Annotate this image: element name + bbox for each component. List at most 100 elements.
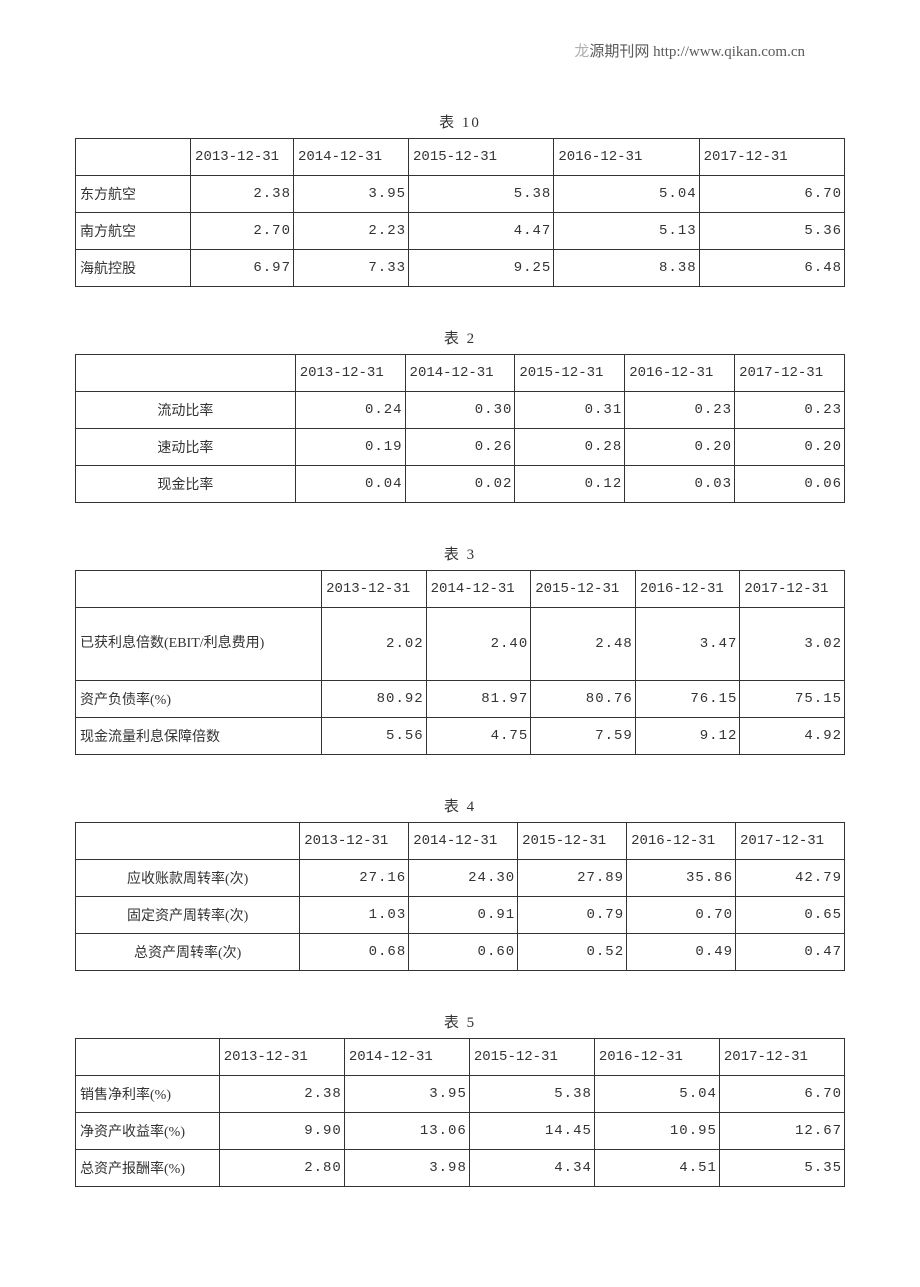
cell-value: 0.91 [409, 897, 518, 934]
cell-value: 5.35 [719, 1150, 844, 1187]
cell-value: 6.97 [191, 250, 294, 287]
row-label: 海航控股 [76, 250, 191, 287]
cell-value: 0.30 [405, 392, 515, 429]
column-header: 2017-12-31 [699, 139, 844, 176]
cell-value: 80.92 [322, 681, 427, 718]
data-table: 2013-12-312014-12-312015-12-312016-12-31… [75, 822, 845, 971]
column-header: 2014-12-31 [426, 571, 531, 608]
cell-value: 3.95 [344, 1076, 469, 1113]
cell-value: 4.47 [409, 213, 554, 250]
row-label: 总资产报酬率(%) [76, 1150, 220, 1187]
data-table: 2013-12-312014-12-312015-12-312016-12-31… [75, 570, 845, 755]
cell-value: 5.04 [594, 1076, 719, 1113]
cell-value: 9.12 [635, 718, 740, 755]
row-label: 现金流量利息保障倍数 [76, 718, 322, 755]
column-header: 2016-12-31 [554, 139, 699, 176]
cell-value: 5.38 [409, 176, 554, 213]
table-title: 表 5 [75, 1011, 845, 1032]
header-rest: 源期刊网 http://www.qikan.com.cn [589, 44, 805, 60]
column-header [76, 1039, 220, 1076]
cell-value: 12.67 [719, 1113, 844, 1150]
table-row: 流动比率0.240.300.310.230.23 [76, 392, 845, 429]
column-header: 2017-12-31 [735, 355, 845, 392]
table-block-3: 表 4 2013-12-312014-12-312015-12-312016-12… [75, 795, 845, 971]
cell-value: 0.52 [518, 934, 627, 971]
row-label: 已获利息倍数(EBIT/利息费用) [76, 608, 322, 681]
cell-value: 0.68 [300, 934, 409, 971]
cell-value: 6.70 [699, 176, 844, 213]
table-row: 销售净利率(%)2.383.955.385.046.70 [76, 1076, 845, 1113]
table-row: 资产负债率(%)80.9281.9780.7676.1575.15 [76, 681, 845, 718]
cell-value: 7.59 [531, 718, 636, 755]
cell-value: 0.02 [405, 466, 515, 503]
cell-value: 42.79 [736, 860, 845, 897]
table-title: 表 4 [75, 795, 845, 816]
table-header-row: 2013-12-312014-12-312015-12-312016-12-31… [76, 571, 845, 608]
cell-value: 4.51 [594, 1150, 719, 1187]
table-block-4: 表 5 2013-12-312014-12-312015-12-312016-12… [75, 1011, 845, 1187]
cell-value: 3.02 [740, 608, 845, 681]
table-header-row: 2013-12-312014-12-312015-12-312016-12-31… [76, 355, 845, 392]
cell-value: 9.90 [219, 1113, 344, 1150]
cell-value: 3.98 [344, 1150, 469, 1187]
cell-value: 2.23 [293, 213, 408, 250]
cell-value: 0.47 [736, 934, 845, 971]
column-header: 2014-12-31 [405, 355, 515, 392]
row-label: 流动比率 [76, 392, 296, 429]
column-header [76, 139, 191, 176]
table-row: 南方航空2.702.234.475.135.36 [76, 213, 845, 250]
column-header: 2016-12-31 [627, 823, 736, 860]
column-header: 2014-12-31 [293, 139, 408, 176]
cell-value: 5.38 [469, 1076, 594, 1113]
table-row: 已获利息倍数(EBIT/利息费用)2.022.402.483.473.02 [76, 608, 845, 681]
cell-value: 1.03 [300, 897, 409, 934]
cell-value: 0.28 [515, 429, 625, 466]
data-table: 2013-12-312014-12-312015-12-312016-12-31… [75, 138, 845, 287]
cell-value: 0.49 [627, 934, 736, 971]
row-label: 现金比率 [76, 466, 296, 503]
cell-value: 0.24 [295, 392, 405, 429]
table-row: 东方航空2.383.955.385.046.70 [76, 176, 845, 213]
column-header: 2013-12-31 [295, 355, 405, 392]
cell-value: 2.48 [531, 608, 636, 681]
cell-value: 3.95 [293, 176, 408, 213]
cell-value: 6.70 [719, 1076, 844, 1113]
table-block-2: 表 32013-12-312014-12-312015-12-312016-12… [75, 543, 845, 755]
row-label: 东方航空 [76, 176, 191, 213]
cell-value: 4.34 [469, 1150, 594, 1187]
cell-value: 0.23 [735, 392, 845, 429]
cell-value: 2.40 [426, 608, 531, 681]
row-label: 应收账款周转率(次) [76, 860, 300, 897]
cell-value: 2.80 [219, 1150, 344, 1187]
cell-value: 80.76 [531, 681, 636, 718]
table-header-row: 2013-12-312014-12-312015-12-312016-12-31… [76, 823, 845, 860]
cell-value: 0.26 [405, 429, 515, 466]
cell-value: 0.70 [627, 897, 736, 934]
table-row: 速动比率0.190.260.280.200.20 [76, 429, 845, 466]
table-title: 表 10 [75, 111, 845, 132]
cell-value: 10.95 [594, 1113, 719, 1150]
cell-value: 5.13 [554, 213, 699, 250]
table-row: 应收账款周转率(次)27.1624.3027.8935.8642.79 [76, 860, 845, 897]
table-header-row: 2013-12-312014-12-312015-12-312016-12-31… [76, 139, 845, 176]
cell-value: 0.60 [409, 934, 518, 971]
table-row: 固定资产周转率(次)1.030.910.790.700.65 [76, 897, 845, 934]
cell-value: 81.97 [426, 681, 531, 718]
column-header [76, 355, 296, 392]
table-block-1: 表 22013-12-312014-12-312015-12-312016-12… [75, 327, 845, 503]
cell-value: 2.38 [219, 1076, 344, 1113]
cell-value: 0.20 [735, 429, 845, 466]
data-table: 2013-12-312014-12-312015-12-312016-12-31… [75, 354, 845, 503]
cell-value: 27.89 [518, 860, 627, 897]
cell-value: 5.56 [322, 718, 427, 755]
cell-value: 0.31 [515, 392, 625, 429]
table-row: 海航控股6.977.339.258.386.48 [76, 250, 845, 287]
table-row: 现金流量利息保障倍数5.564.757.599.124.92 [76, 718, 845, 755]
column-header [76, 823, 300, 860]
cell-value: 2.38 [191, 176, 294, 213]
cell-value: 0.65 [736, 897, 845, 934]
column-header: 2013-12-31 [300, 823, 409, 860]
header-first-char: 龙 [574, 44, 589, 60]
data-table: 2013-12-312014-12-312015-12-312016-12-31… [75, 1038, 845, 1187]
cell-value: 2.70 [191, 213, 294, 250]
